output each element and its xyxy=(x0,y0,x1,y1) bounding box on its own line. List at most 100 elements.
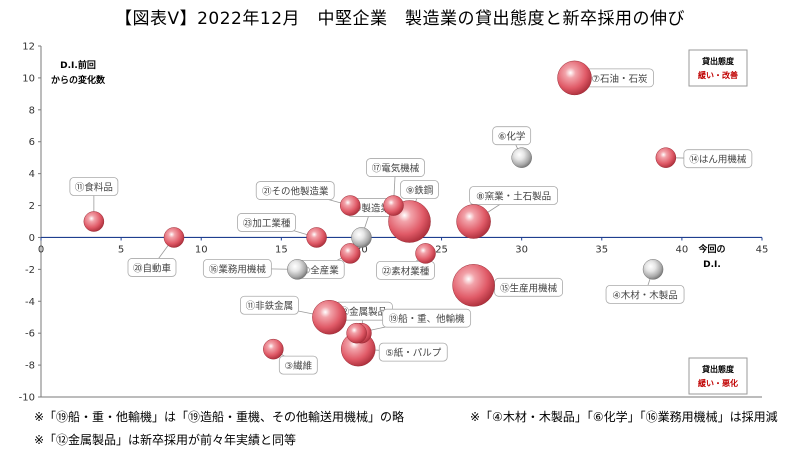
point-label-text: ⑲船・重、他輸機 xyxy=(389,313,466,325)
bubble-point xyxy=(339,195,361,216)
point-label-text: ⑪非鉄金属 xyxy=(246,300,294,312)
x-tick-label: 10 xyxy=(195,244,208,255)
legend-box-bottom: 貸出態度 緩い・悪化 xyxy=(688,357,748,395)
point-label: ⑧窯業・土石製品 xyxy=(469,186,559,205)
y-tick-label: -8 xyxy=(25,361,35,372)
bubble-point xyxy=(346,322,367,344)
point-label: ⑮生産用機械 xyxy=(494,277,564,297)
x-tick-label: 5 xyxy=(118,244,124,255)
point-label: ⑤紙・パルプ xyxy=(378,342,448,362)
point-label-box xyxy=(366,158,425,177)
bubble-point xyxy=(287,259,308,280)
point-label: ④木材・木製品 xyxy=(605,284,685,304)
y-tick-label: -6 xyxy=(25,329,35,340)
y-tick-label: 0 xyxy=(29,233,35,244)
point-label: ⑥化学 xyxy=(492,126,532,146)
point-label-text: ⑧窯業・土石製品 xyxy=(476,191,551,203)
point-label-text: ⑨鉄鋼 xyxy=(406,185,434,197)
bubble-point xyxy=(263,338,284,360)
x-tick-label: 0 xyxy=(38,244,44,255)
point-label-text: ①全産業 xyxy=(302,264,340,276)
point-label-text: ⑫金属製品 xyxy=(340,306,388,318)
x-tick-label: 35 xyxy=(595,244,608,255)
point-label-text: ⑦石油・石炭 xyxy=(592,73,649,85)
footnote-left-1: ※「⑲船・重・他輸機」は「⑲造船・重機、その他輸送用機械」の略 xyxy=(34,410,405,424)
point-label-text: ⑰電気機械 xyxy=(372,163,420,175)
bubble-point xyxy=(655,147,677,168)
bubble-point xyxy=(306,227,327,248)
bubble-point xyxy=(452,264,495,307)
legend-box-top: 貸出態度 緩い・改善 xyxy=(688,49,748,87)
bubble-point xyxy=(642,259,664,280)
bubble-point xyxy=(312,299,347,335)
chart-title: 【図表Ⅴ】2022年12月 中堅企業 製造業の貸出態度と新卒採用の伸び xyxy=(114,9,686,29)
point-label-box xyxy=(382,308,472,328)
footnote-left-2: ※「⑫金属製品」は新卒採用が前々年実績と同等 xyxy=(34,433,297,447)
point-label-text: ⑳自動車 xyxy=(133,262,172,274)
point-label-box xyxy=(378,342,448,362)
point-label-box xyxy=(127,258,177,277)
y-tick-label: -2 xyxy=(25,265,35,276)
x-tick-label: 20 xyxy=(355,244,368,255)
point-label: ⑳自動車 xyxy=(127,258,177,277)
bubble-point xyxy=(351,227,372,248)
y-tick-label: 6 xyxy=(29,137,35,148)
point-label-text: ⑮生産用機械 xyxy=(500,282,558,294)
ylabel-line1: D.I.前回 xyxy=(60,59,96,71)
point-label-text: ⑯業務用機械 xyxy=(209,263,267,275)
point-label-box xyxy=(239,295,299,315)
bubble-point xyxy=(456,204,491,239)
point-label-text: ②製造業 xyxy=(353,202,391,214)
y-tick-label: -4 xyxy=(25,297,35,308)
x-tick-label: 40 xyxy=(676,244,689,255)
x-tick-label: 45 xyxy=(756,244,769,255)
point-label-box xyxy=(237,213,296,232)
point-label-box xyxy=(400,180,439,199)
y-tick-label: 12 xyxy=(22,42,35,53)
point-label-box xyxy=(255,181,335,200)
point-label-text: ⑥化学 xyxy=(498,131,526,143)
point-label-box xyxy=(605,284,685,304)
xlabel-line2: D.I. xyxy=(703,260,721,270)
point-label-box xyxy=(683,149,753,169)
point-label-text: ㉑その他製造業 xyxy=(262,186,329,198)
point-label: ⑲船・重、他輸機 xyxy=(382,308,472,328)
footnote-right-1: ※「④木材・木製品」「⑥化学」「⑯業務用機械」は採用減 xyxy=(470,410,778,424)
x-tick-label: 25 xyxy=(435,244,448,255)
y-tick-label: 10 xyxy=(22,73,35,84)
legend-top-line1: 貸出態度 xyxy=(701,56,735,66)
bubble-point xyxy=(163,227,185,248)
point-label-text: ④木材・木製品 xyxy=(612,289,678,301)
x-tick-label: 30 xyxy=(515,244,528,255)
point-label: ⑨鉄鋼 xyxy=(400,180,439,199)
point-label-text: ③繊維 xyxy=(285,360,313,372)
point-label-text: ⑭はん用機械 xyxy=(689,154,747,166)
point-label: ①全産業 xyxy=(295,260,345,279)
bubble-point xyxy=(383,195,404,216)
xlabel-line1: 今回の xyxy=(697,243,725,255)
y-tick-label: 2 xyxy=(29,201,35,212)
point-label: ③繊維 xyxy=(278,355,318,375)
legend-bottom-line2: 緩い・悪化 xyxy=(698,378,738,388)
point-label: ⑪食料品 xyxy=(69,177,119,196)
point-label: ⑯業務用機械 xyxy=(202,258,272,278)
point-label: ㉑その他製造業 xyxy=(255,181,335,200)
bubble-point xyxy=(339,243,361,264)
point-label: ㉓加工業種 xyxy=(237,213,296,232)
point-label: ⑫金属製品 xyxy=(334,301,393,321)
y-tick-label: -10 xyxy=(19,393,35,404)
legend-bottom-line1: 貸出態度 xyxy=(701,364,735,374)
point-label-box xyxy=(376,261,435,280)
point-label-box xyxy=(469,186,559,205)
point-label-text: ⑤紙・パルプ xyxy=(385,347,442,359)
bubble-point xyxy=(557,60,592,96)
point-label-box xyxy=(202,258,272,278)
point-label: ⑭はん用機械 xyxy=(683,149,753,169)
y-tick-label: 8 xyxy=(29,105,35,116)
point-label: ㉒素材業種 xyxy=(376,261,435,280)
point-label: ⑰電気機械 xyxy=(366,158,425,177)
y-tick-label: 4 xyxy=(29,169,35,180)
bubble-point xyxy=(83,211,105,232)
